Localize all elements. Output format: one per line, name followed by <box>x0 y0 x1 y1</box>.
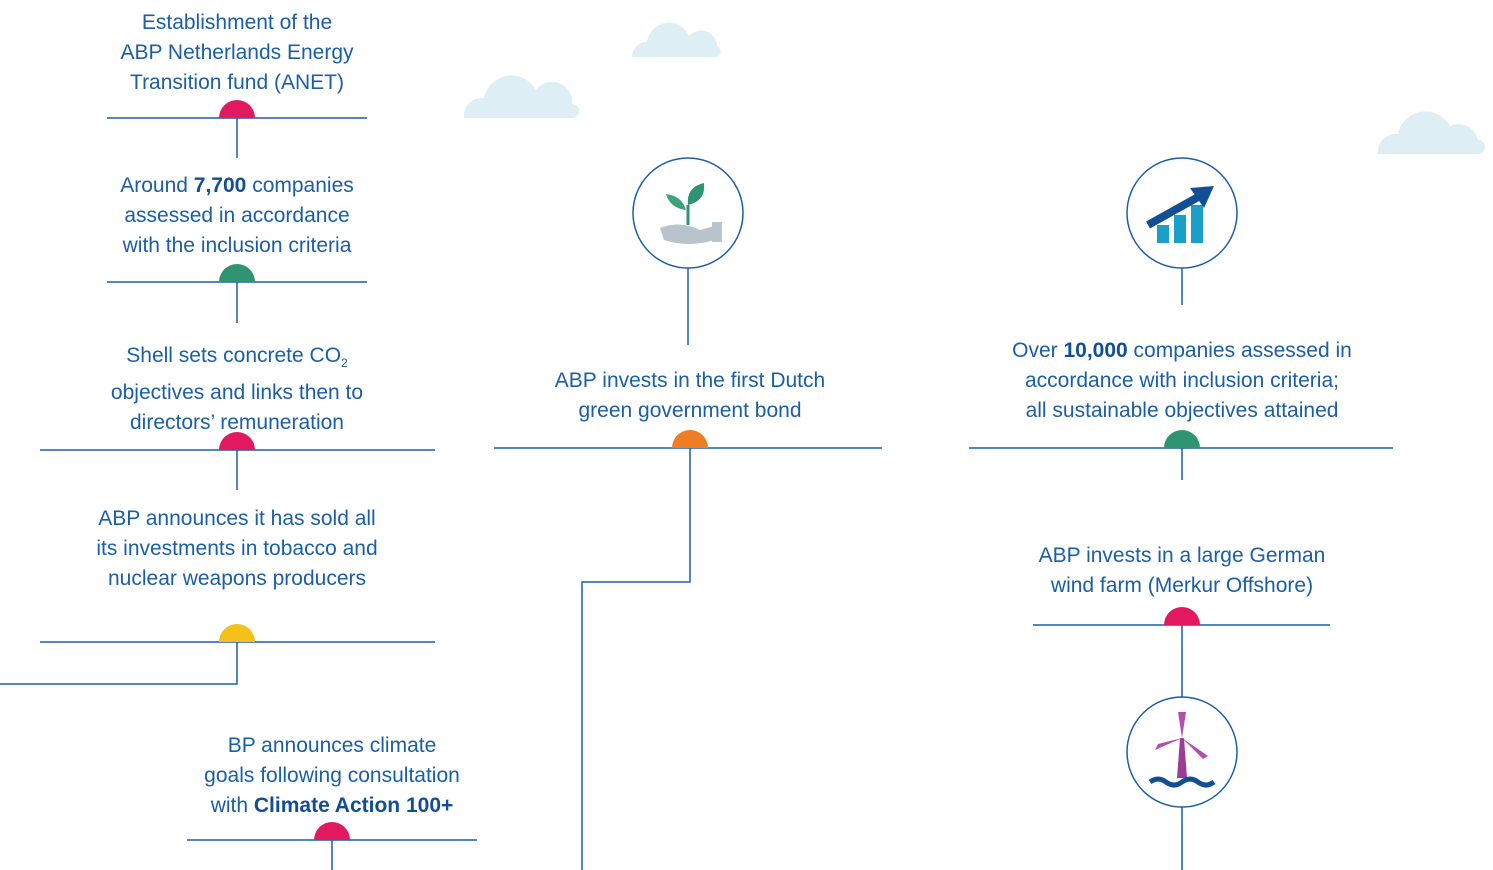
cloud <box>632 23 721 57</box>
event-text: ABP invests in the first Dutch green gove… <box>460 366 920 426</box>
event-text: ABP announces it has sold all its investm… <box>7 504 467 594</box>
text-segment: companies assessed in <box>1128 339 1352 362</box>
text-segment: ABP Netherlands Energy <box>120 41 353 64</box>
text-segment: Over <box>1012 339 1063 362</box>
marker <box>314 822 350 840</box>
text-line: ABP invests in a large German <box>952 541 1412 571</box>
text-segment: Around <box>120 174 194 197</box>
text-line: Transition fund (ANET) <box>7 68 467 98</box>
text-segment: green government bond <box>579 399 802 422</box>
text-line: accordance with inclusion criteria; <box>952 366 1412 396</box>
text-segment: 2 <box>341 356 348 370</box>
marker <box>1164 607 1200 625</box>
event-text: Around 7,700 companies assessed in accord… <box>7 171 467 261</box>
event-text: Shell sets concrete CO2 objectives and li… <box>7 341 467 438</box>
marker <box>1164 430 1200 448</box>
text-line: Shell sets concrete CO2 <box>7 341 467 378</box>
text-line: its investments in tobacco and <box>7 534 467 564</box>
text-line: all sustainable objectives attained <box>952 396 1412 426</box>
clouds <box>464 23 1485 154</box>
text-segment: ABP invests in a large German <box>1039 544 1326 567</box>
text-line: objectives and links then to <box>7 378 467 408</box>
text-line: ABP Netherlands Energy <box>7 38 467 68</box>
text-line: green government bond <box>460 396 920 426</box>
text-segment: wind farm (Merkur Offshore) <box>1051 574 1313 597</box>
text-segment: Transition fund (ANET) <box>130 71 344 94</box>
text-segment: Shell sets concrete CO <box>126 344 341 367</box>
marker <box>219 624 255 642</box>
text-segment: accordance with inclusion criteria; <box>1025 369 1339 392</box>
text-segment: companies <box>246 174 353 197</box>
page: (() => { const data = JSON.parse(documen… <box>0 0 1493 870</box>
text-segment: its investments in tobacco and <box>96 537 377 560</box>
text-segment: goals following consultation <box>204 764 460 787</box>
text-segment: all sustainable objectives attained <box>1026 399 1339 422</box>
text-segment: assessed in accordance <box>124 204 349 227</box>
text-segment: 10,000 <box>1063 339 1127 362</box>
text-line: Over 10,000 companies assessed in <box>952 336 1412 366</box>
text-segment: directors’ remuneration <box>130 411 344 434</box>
event-text: BP announces climate goals following cons… <box>102 731 562 821</box>
cloud <box>464 75 579 118</box>
marker <box>219 264 255 282</box>
cloud <box>1378 111 1485 154</box>
text-segment: Establishment of the <box>142 11 332 34</box>
text-segment: BP announces climate <box>228 734 437 757</box>
text-line: wind farm (Merkur Offshore) <box>952 571 1412 601</box>
text-line: directors’ remuneration <box>7 408 467 438</box>
text-line: Establishment of the <box>7 8 467 38</box>
marker <box>219 100 255 118</box>
text-line: with the inclusion criteria <box>7 231 467 261</box>
text-line: goals following consultation <box>102 761 562 791</box>
event-text: ABP invests in a large German wind farm (… <box>952 541 1412 601</box>
text-segment: nuclear weapons producers <box>108 567 366 590</box>
event-text: Over 10,000 companies assessed in accorda… <box>952 336 1412 426</box>
text-line: ABP announces it has sold all <box>7 504 467 534</box>
text-segment: objectives and links then to <box>111 381 363 404</box>
text-segment: Climate Action 100+ <box>254 794 453 817</box>
text-segment: 7,700 <box>194 174 247 197</box>
text-segment: with <box>211 794 254 817</box>
text-segment: with the inclusion criteria <box>123 234 352 257</box>
text-segment: ABP announces it has sold all <box>98 507 375 530</box>
text-line: BP announces climate <box>102 731 562 761</box>
text-line: assessed in accordance <box>7 201 467 231</box>
text-segment: ABP invests in the first Dutch <box>555 369 825 392</box>
text-line: ABP invests in the first Dutch <box>460 366 920 396</box>
text-line: with Climate Action 100+ <box>102 791 562 821</box>
marker <box>672 430 708 448</box>
text-line: nuclear weapons producers <box>7 564 467 594</box>
text-line: Around 7,700 companies <box>7 171 467 201</box>
event-text: Establishment of the ABP Netherlands Ener… <box>7 8 467 98</box>
